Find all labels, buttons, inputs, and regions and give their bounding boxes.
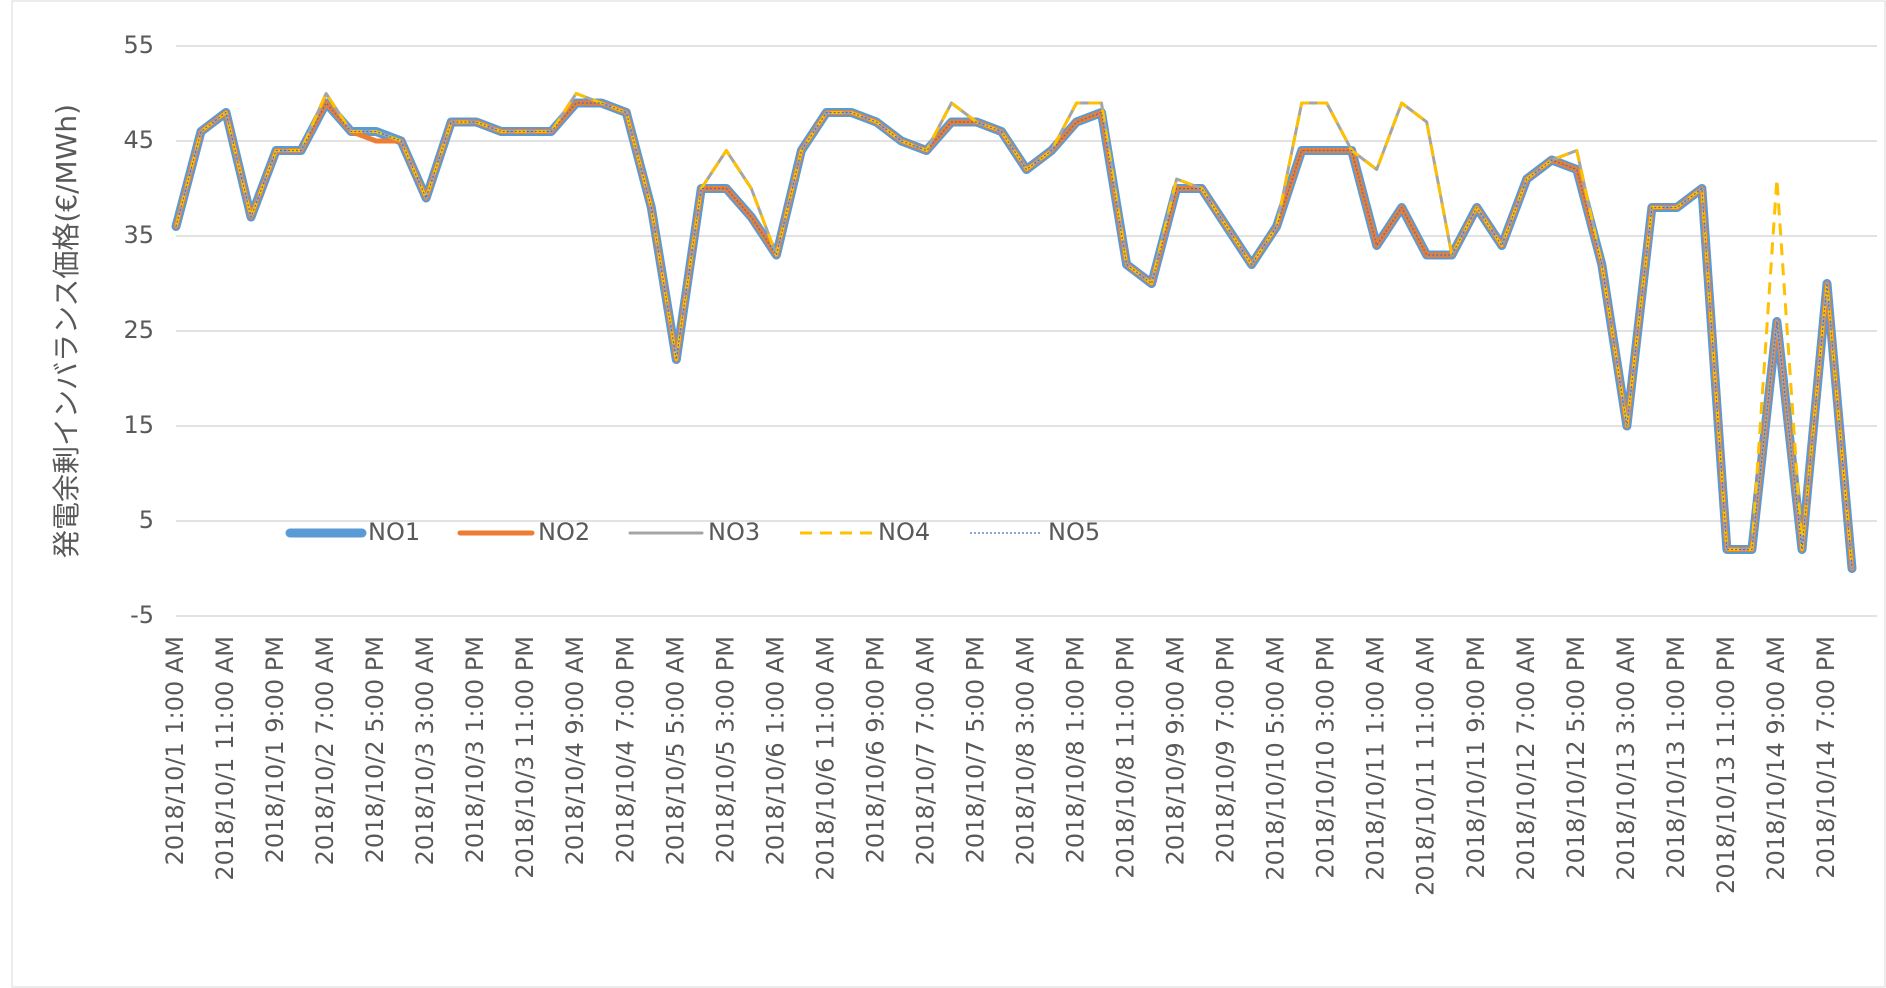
series-line — [174, 92, 1854, 569]
x-tick-label: 2018/10/11 9:00 PM — [1462, 636, 1490, 879]
x-tick-label: 2018/10/9 9:00 AM — [1162, 636, 1190, 865]
y-tick-label: 25 — [123, 316, 154, 344]
x-tick-label: 2018/10/5 3:00 PM — [711, 636, 739, 863]
x-tick-label: 2018/10/8 3:00 AM — [1012, 636, 1040, 865]
x-tick-label: 2018/10/8 11:00 PM — [1112, 636, 1140, 879]
y-axis-title: 発電余剰インバランス価格(€/MWh) — [50, 104, 83, 558]
legend-label: NO2 — [538, 518, 590, 546]
x-tick-label: 2018/10/13 3:00 AM — [1612, 636, 1640, 881]
x-tick-label: 2018/10/7 5:00 PM — [961, 636, 989, 863]
x-tick-label: 2018/10/3 3:00 AM — [411, 636, 439, 865]
y-tick-label: 55 — [123, 31, 154, 59]
x-tick-label: 2018/10/7 7:00 AM — [911, 636, 939, 865]
x-tick-label: 2018/10/1 11:00 AM — [211, 636, 239, 881]
x-tick-label: 2018/10/14 9:00 AM — [1762, 636, 1790, 881]
legend-label: NO3 — [708, 518, 760, 546]
x-tick-label: 2018/10/13 11:00 PM — [1712, 636, 1740, 894]
x-tick-label: 2018/10/6 11:00 AM — [811, 636, 839, 881]
x-tick-label: 2018/10/9 7:00 PM — [1212, 636, 1240, 863]
x-tick-label: 2018/10/12 7:00 AM — [1512, 636, 1540, 881]
x-tick-label: 2018/10/3 1:00 PM — [461, 636, 489, 863]
x-tick-label: 2018/10/1 9:00 PM — [261, 636, 289, 863]
x-tick-label: 2018/10/1 1:00 AM — [161, 636, 189, 865]
y-tick-label: 45 — [123, 126, 154, 154]
x-tick-label: 2018/10/4 9:00 AM — [561, 636, 589, 865]
x-tick-label: 2018/10/4 7:00 PM — [611, 636, 639, 863]
x-tick-label: 2018/10/14 7:00 PM — [1812, 636, 1840, 879]
y-tick-label: 5 — [139, 506, 154, 534]
y-tick-label: -5 — [130, 601, 154, 629]
y-tick-label: 35 — [123, 221, 154, 249]
x-tick-label: 2018/10/5 5:00 AM — [661, 636, 689, 865]
x-tick-label: 2018/10/2 5:00 PM — [361, 636, 389, 863]
x-tick-label: 2018/10/3 11:00 PM — [511, 636, 539, 879]
legend-label: NO5 — [1048, 518, 1100, 546]
y-tick-label: 15 — [123, 411, 154, 439]
x-tick-label: 2018/10/11 1:00 AM — [1362, 636, 1390, 881]
legend-label: NO1 — [368, 518, 420, 546]
x-tick-label: 2018/10/11 11:00 AM — [1412, 636, 1440, 896]
x-tick-label: 2018/10/2 7:00 AM — [311, 636, 339, 865]
x-tick-label: 2018/10/8 1:00 PM — [1062, 636, 1090, 863]
legend-label: NO4 — [878, 518, 930, 546]
x-tick-label: 2018/10/12 5:00 PM — [1562, 636, 1590, 879]
x-tick-label: 2018/10/10 5:00 AM — [1262, 636, 1290, 881]
x-tick-label: 2018/10/13 1:00 PM — [1662, 636, 1690, 879]
x-tick-label: 2018/10/6 1:00 AM — [761, 636, 789, 865]
x-tick-label: 2018/10/6 9:00 PM — [861, 636, 889, 863]
x-tick-label: 2018/10/10 3:00 PM — [1312, 636, 1340, 879]
